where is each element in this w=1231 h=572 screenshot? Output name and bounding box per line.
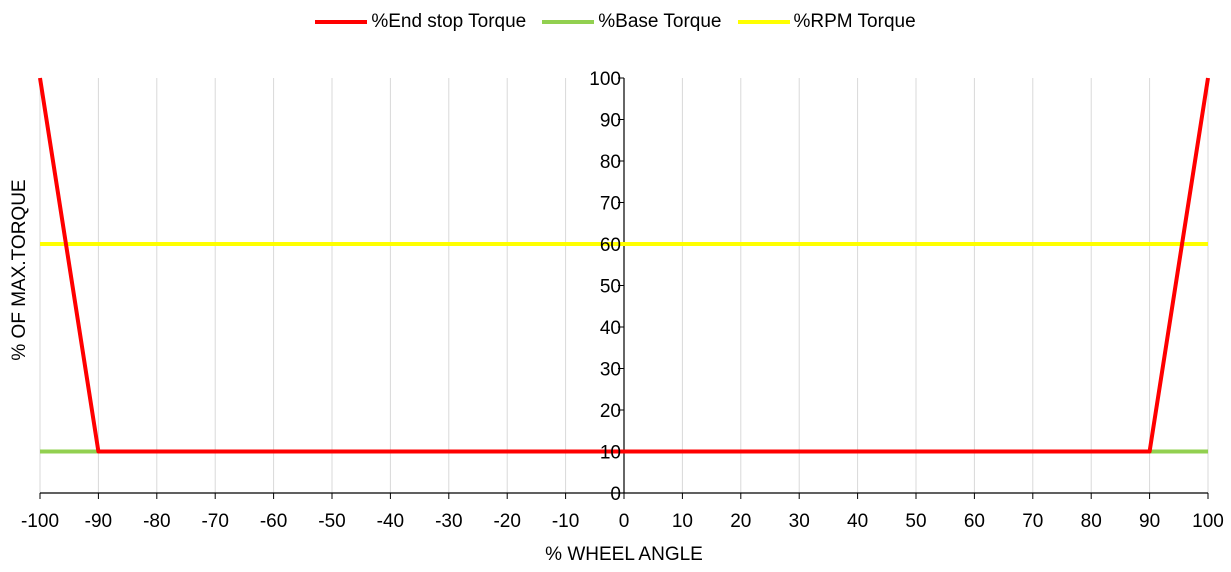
x-tick-label: 90 [1139,511,1160,532]
x-tick-label: 20 [730,511,751,532]
x-tick-label: 10 [672,511,693,532]
x-tick-label: -70 [201,511,228,532]
legend-item-base: %Base Torque [542,11,722,33]
y-tick-label: 10 [600,443,621,464]
legend-swatch-rpm [737,20,790,24]
y-axis-title: % OF MAX.TORQUE [9,179,30,361]
y-tick-label: 0 [610,484,621,505]
x-axis-title: % WHEEL ANGLE [545,544,703,565]
x-tick-label: -50 [318,511,345,532]
series-line-end-stop [38,77,1210,454]
y-tick-label: 50 [600,277,621,298]
x-tick-label: 0 [619,511,630,532]
x-tick-label: 80 [1081,511,1102,532]
legend-label-base: %Base Torque [598,11,722,32]
x-tick-label: -10 [552,511,579,532]
x-tick-label: 50 [905,511,926,532]
y-tick-label: 30 [600,360,621,381]
y-tick-label: 70 [600,194,621,215]
x-tick-label: 60 [964,511,985,532]
y-tick-label: 90 [600,111,621,132]
legend-item-end-stop: %End stop Torque [315,11,526,33]
x-tick-label: 100 [1192,511,1224,532]
y-tick-label: 80 [600,152,621,173]
y-tick-label: 40 [600,318,621,339]
x-tick-label: -100 [21,511,59,532]
y-tick-label: 60 [600,235,621,256]
legend-label-rpm: %RPM Torque [793,11,916,32]
x-tick-label: 70 [1022,511,1043,532]
y-tick-label: 20 [600,401,621,422]
legend-swatch-end-stop [315,20,368,24]
x-tick-label: -20 [493,511,520,532]
x-tick-label: -40 [377,511,404,532]
legend-item-rpm: %RPM Torque [737,11,916,33]
legend-swatch-base [542,20,595,24]
x-tick-label: -30 [435,511,462,532]
x-tick-label: 40 [847,511,868,532]
x-tick-label: -90 [85,511,112,532]
x-tick-label: -60 [260,511,287,532]
chart-legend: %End stop Torque %Base Torque %RPM Torqu… [0,8,1231,36]
y-tick-label: 100 [589,69,621,90]
legend-label-end-stop: %End stop Torque [371,11,527,32]
x-tick-label: 30 [789,511,810,532]
x-tick-label: -80 [143,511,170,532]
